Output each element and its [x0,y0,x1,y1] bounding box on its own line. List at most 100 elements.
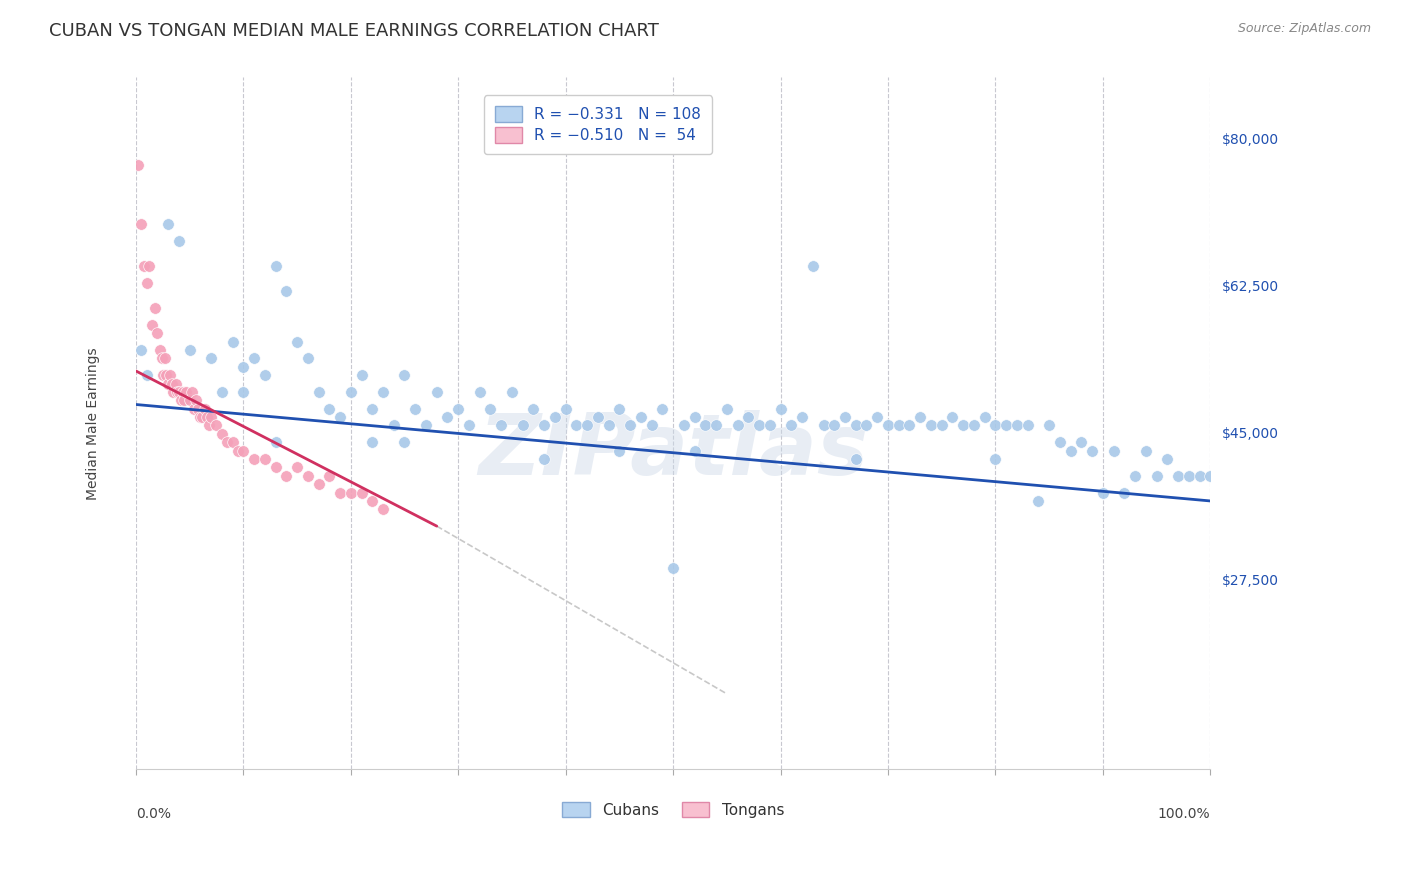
Point [436,410,458,425]
Point [138,259,160,273]
Text: $80,000: $80,000 [1222,133,1278,147]
Point [737,410,759,425]
Point [1114,485,1136,500]
Point [651,401,673,416]
Point [576,418,599,433]
Point [253,368,276,383]
Point [1146,468,1168,483]
Point [371,502,394,516]
Point [350,368,373,383]
Text: CUBAN VS TONGAN MEDIAN MALE EARNINGS CORRELATION CHART: CUBAN VS TONGAN MEDIAN MALE EARNINGS COR… [49,22,659,40]
Point [984,452,1007,467]
Point [426,384,449,399]
Point [973,410,995,425]
Point [963,418,986,433]
Point [232,359,254,374]
Point [823,418,845,433]
Point [1178,468,1201,483]
Point [952,418,974,433]
Point [489,418,512,433]
Point [200,410,222,425]
Point [170,393,193,408]
Point [318,401,340,416]
Point [205,418,228,433]
Point [155,368,177,383]
Point [887,418,910,433]
Legend: Cubans, Tongans: Cubans, Tongans [555,796,790,824]
Point [877,418,900,433]
Point [1156,452,1178,467]
Point [609,401,631,416]
Point [1081,443,1104,458]
Point [166,384,188,399]
Point [619,418,641,433]
Point [716,401,738,416]
Point [813,418,835,433]
Point [184,393,207,408]
Point [931,418,953,433]
Point [183,401,205,416]
Point [984,418,1007,433]
Point [135,368,157,383]
Text: Source: ZipAtlas.com: Source: ZipAtlas.com [1237,22,1371,36]
Point [695,418,717,433]
Point [404,401,426,416]
Point [188,410,211,425]
Point [533,418,555,433]
Point [394,368,416,383]
Point [727,418,749,433]
Point [554,401,576,416]
Point [129,343,152,357]
Point [1070,435,1092,450]
Text: ZIPatlas: ZIPatlas [478,409,869,492]
Point [382,418,405,433]
Point [683,443,706,458]
Point [318,468,340,483]
Point [329,485,352,500]
Point [329,410,352,425]
Point [866,410,889,425]
Point [194,401,217,416]
Point [1199,468,1222,483]
Point [176,384,198,399]
Point [297,351,319,366]
Point [769,401,792,416]
Point [146,326,169,341]
Point [191,410,214,425]
Point [285,460,308,475]
Point [683,410,706,425]
Point [361,435,384,450]
Point [195,410,218,425]
Point [371,384,394,399]
Point [135,276,157,290]
Point [1005,418,1028,433]
Point [609,443,631,458]
Point [187,401,209,416]
Point [153,351,176,366]
Point [285,334,308,349]
Point [200,351,222,366]
Point [630,410,652,425]
Text: $45,000: $45,000 [1222,427,1278,441]
Point [801,259,824,273]
Point [672,418,695,433]
Point [211,426,233,441]
Point [1059,443,1081,458]
Point [162,376,184,391]
Point [159,368,181,383]
Point [152,368,174,383]
Point [1049,435,1071,450]
Point [211,384,233,399]
Point [995,418,1018,433]
Point [941,410,963,425]
Point [148,343,170,357]
Point [226,443,249,458]
Point [598,418,620,433]
Point [522,401,544,416]
Point [264,460,287,475]
Point [167,384,190,399]
Point [127,159,149,173]
Point [834,410,856,425]
Point [704,418,727,433]
Point [758,418,780,433]
